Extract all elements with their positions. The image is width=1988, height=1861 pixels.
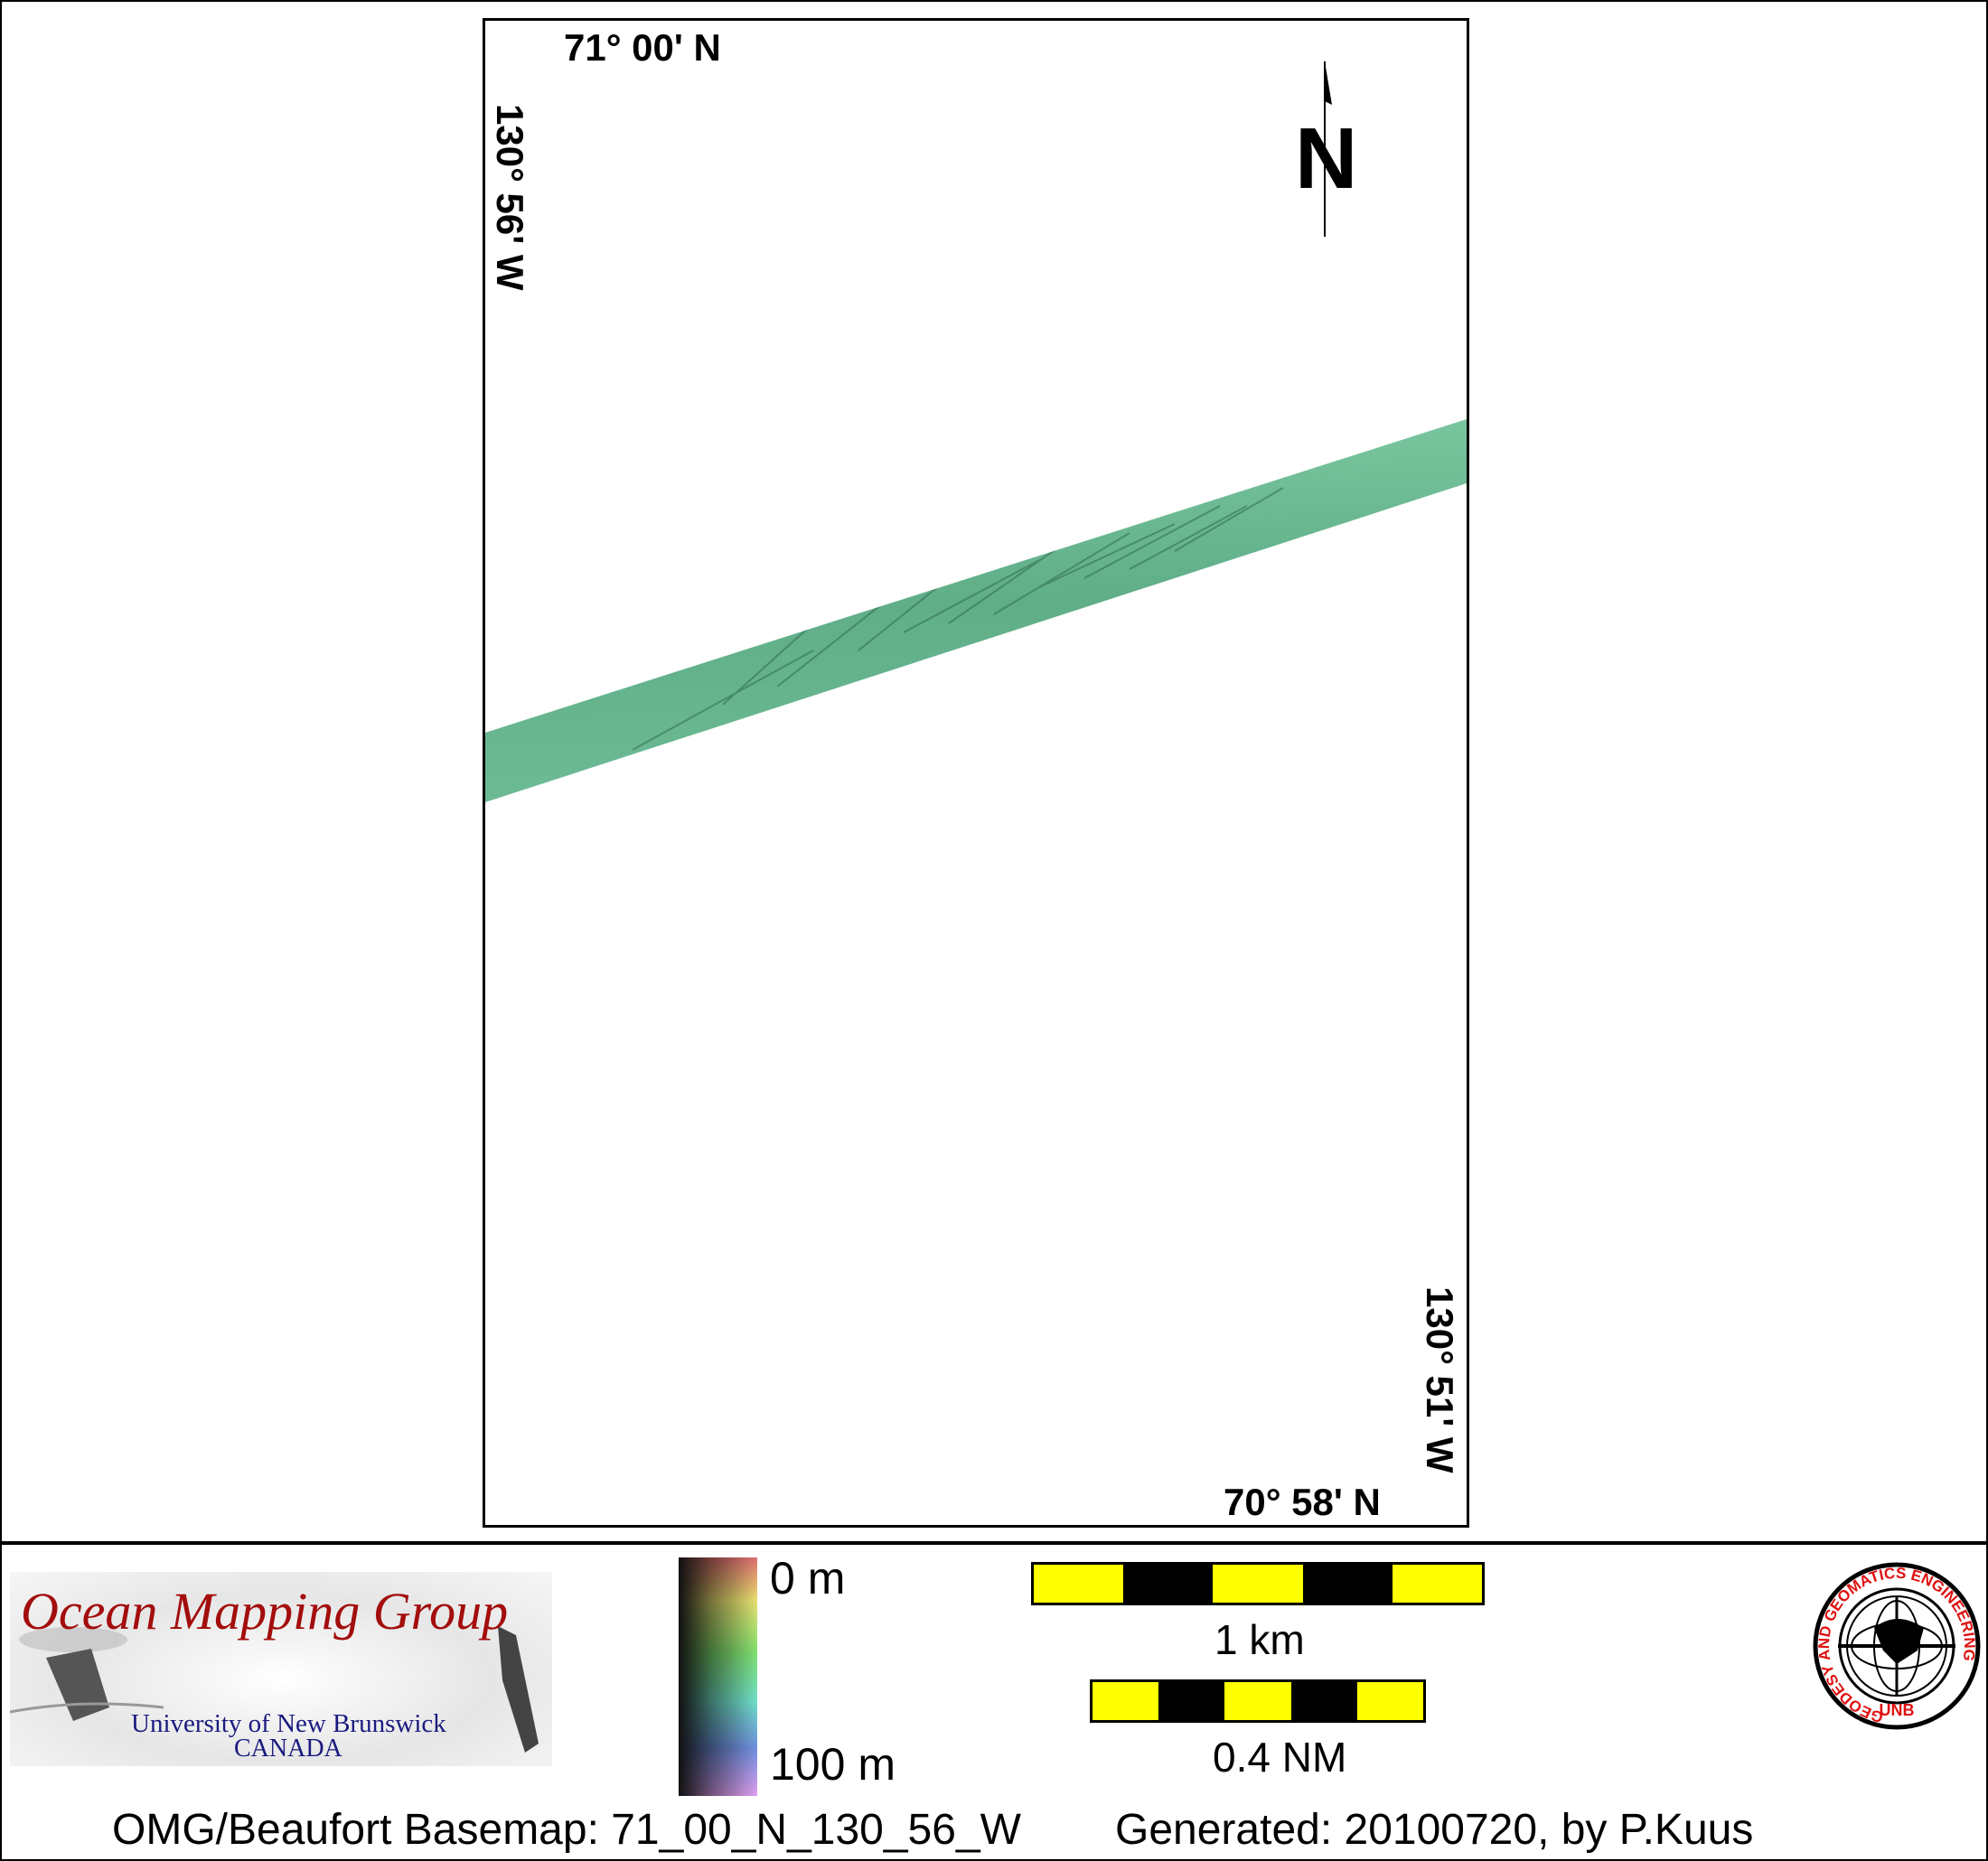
swath-polygon	[485, 419, 1467, 802]
scour-mark	[858, 577, 950, 651]
bathymetry-swath	[485, 419, 1467, 802]
depth-scale-top-label: 0 m	[770, 1553, 846, 1604]
scale-bar-km-label: 1 km	[1214, 1616, 1305, 1663]
legend-divider	[0, 1541, 1988, 1545]
north-label: N	[1295, 110, 1358, 207]
omg-logo-illustration	[10, 1626, 539, 1753]
depth-colorbar	[679, 1557, 757, 1796]
map-frame	[483, 18, 1469, 1528]
north-arrow-icon	[1324, 61, 1332, 237]
omg-logo-subtitle: University of New Brunswick	[131, 1709, 446, 1738]
north-arrow: N	[1288, 60, 1360, 240]
unb-seal-bottom-text: UNB	[1880, 1701, 1915, 1719]
scale-bar-nm-label: 0.4 NM	[1213, 1734, 1347, 1781]
unb-seal: GEODESY AND GEOMATICS ENGINEERING UNB	[1813, 1562, 1981, 1730]
bottom-latitude-label: 70° 58' N	[1224, 1481, 1381, 1523]
scour-mark	[1083, 505, 1221, 579]
footer-basemap-title: OMG/Beaufort Basemap: 71_00_N_130_56_W	[112, 1806, 1021, 1854]
top-latitude-label: 71° 00' N	[564, 26, 721, 69]
scour-mark	[1129, 505, 1248, 570]
scale-bar-nm	[1090, 1679, 1426, 1723]
omg-logo-country: CANADA	[234, 1735, 342, 1763]
right-longitude-label: 130° 51' W	[1419, 1286, 1461, 1473]
omg-logo: Ocean Mapping Group University of New Br…	[10, 1572, 552, 1766]
scour-mark	[1174, 487, 1284, 552]
scour-mark	[948, 541, 1067, 624]
scour-mark	[903, 559, 1040, 633]
scale-bar-km	[1031, 1562, 1485, 1605]
scour-mark	[993, 532, 1130, 615]
footer-generated-info: Generated: 20100720, by P.Kuus	[1115, 1806, 1754, 1854]
depth-scale-bottom-label: 100 m	[770, 1739, 896, 1790]
scour-mark	[1038, 523, 1176, 588]
scour-mark	[632, 650, 814, 751]
left-longitude-label: 130° 56' W	[489, 104, 531, 291]
omg-logo-title: Ocean Mapping Group	[21, 1582, 509, 1641]
